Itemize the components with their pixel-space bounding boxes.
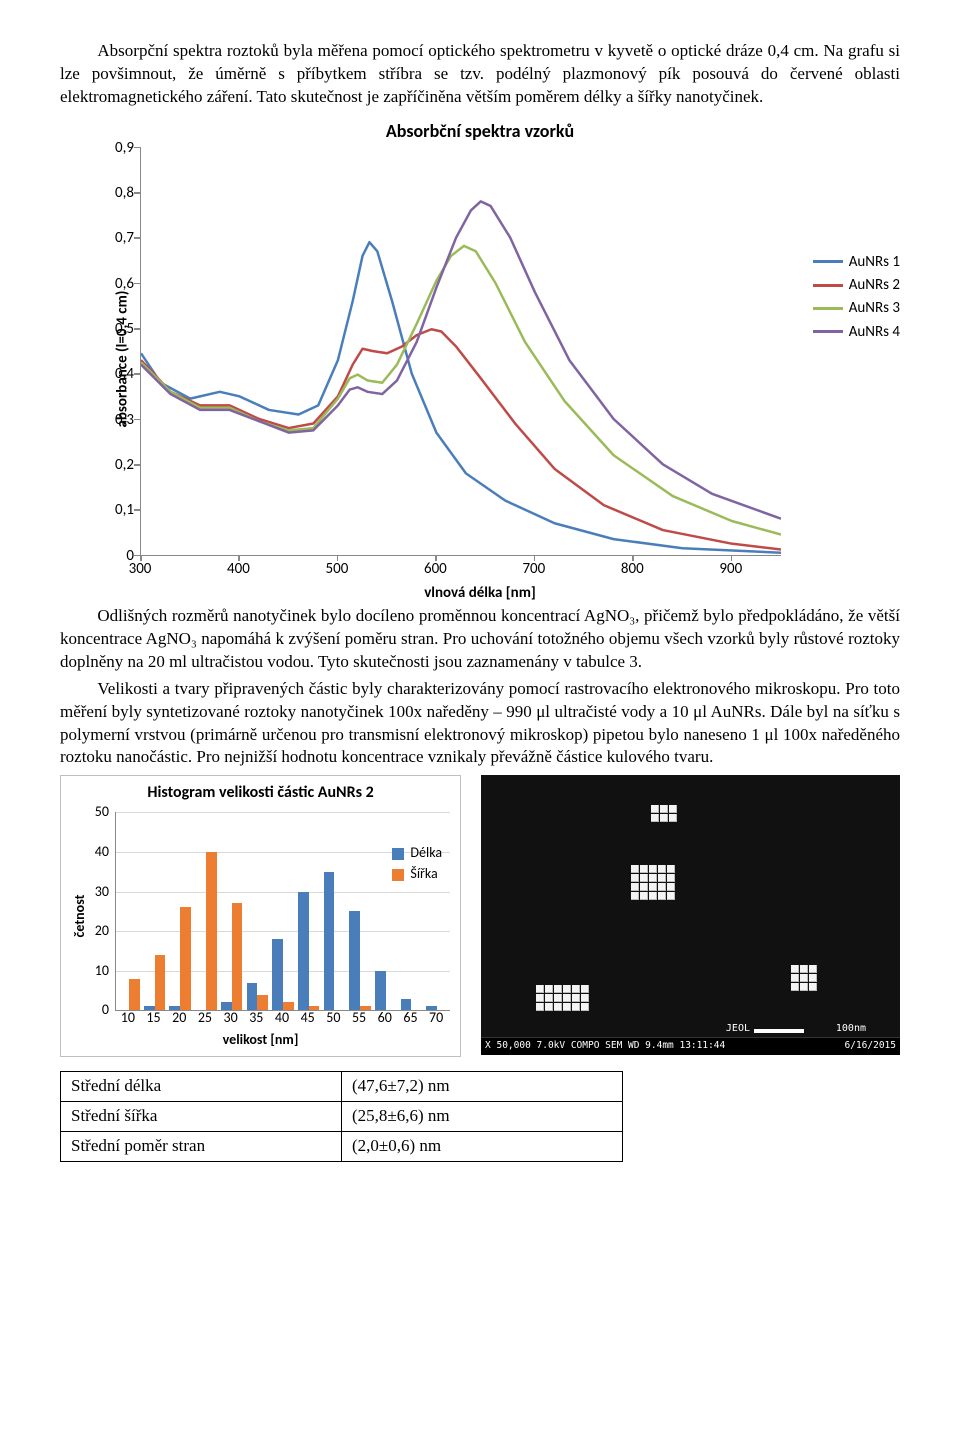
- cell: Střední poměr stran: [61, 1132, 342, 1162]
- sem-scalebar: [754, 1029, 804, 1033]
- chart1-ylabel: absorbance (l=0,4 cm): [112, 290, 132, 427]
- chart2-xlabel: velikost [nm]: [61, 1031, 460, 1050]
- table-row: Střední šířka(25,8±6,6) nm: [61, 1102, 623, 1132]
- results-table: Střední délka(47,6±7,2) nm Střední šířka…: [60, 1071, 623, 1162]
- chart1-legend: AuNRs 1AuNRs 2AuNRs 3AuNRs 4: [813, 249, 900, 345]
- sem-scale-text: 100nm: [836, 1022, 866, 1036]
- chart2-title: Histogram velikosti částic AuNRs 2: [61, 782, 460, 804]
- sem-infoline: X 50,000 7.0kV COMPO SEM WD 9.4mm 13:11:…: [481, 1037, 900, 1055]
- paragraph-3: Velikosti a tvary připravených částic by…: [60, 678, 900, 770]
- paragraph-2: Odlišných rozměrů nanotyčinek bylo docíl…: [60, 605, 900, 674]
- sem-cluster: [631, 865, 675, 900]
- chart1-xlabel: vlnová délka [nm]: [60, 583, 900, 603]
- sem-micrograph: JEOL 100nm X 50,000 7.0kV COMPO SEM WD 9…: [481, 775, 900, 1055]
- table-row: Střední poměr stran(2,0±0,6) nm: [61, 1132, 623, 1162]
- chart1-plot: [140, 147, 781, 556]
- cell: (25,8±6,6) nm: [342, 1102, 623, 1132]
- cell: Střední délka: [61, 1072, 342, 1102]
- cell: Střední šířka: [61, 1102, 342, 1132]
- chart1-svg: [141, 147, 781, 555]
- sem-info-date: 6/16/2015: [845, 1040, 896, 1053]
- table-row: Střední délka(47,6±7,2) nm: [61, 1072, 623, 1102]
- chart1-title: Absorbční spektra vzorků: [60, 119, 900, 143]
- sem-cluster: [536, 985, 589, 1011]
- histogram-chart: Histogram velikosti částic AuNRs 2 četno…: [60, 775, 461, 1057]
- cell: (47,6±7,2) nm: [342, 1072, 623, 1102]
- chart2-legend: DélkaŠířka: [392, 842, 442, 886]
- sem-cluster: [651, 805, 677, 822]
- sem-cluster: [791, 965, 817, 991]
- sem-brand: JEOL: [726, 1022, 750, 1036]
- sem-info-left: X 50,000 7.0kV COMPO SEM WD 9.4mm 13:11:…: [485, 1040, 725, 1053]
- absorbance-chart: Absorbční spektra vzorků absorbance (l=0…: [60, 119, 900, 599]
- cell: (2,0±0,6) nm: [342, 1132, 623, 1162]
- paragraph-1: Absorpční spektra roztoků byla měřena po…: [60, 40, 900, 109]
